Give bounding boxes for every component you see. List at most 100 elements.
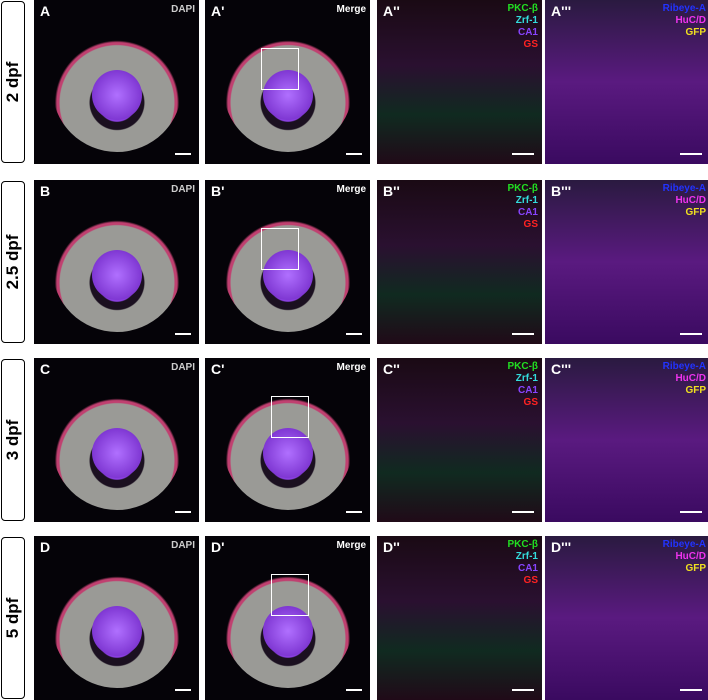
scale-bar bbox=[346, 333, 362, 335]
micrograph-panel: A'' PKC-β Zrf-1 CA1 GS bbox=[377, 0, 542, 164]
scale-bar bbox=[680, 511, 702, 513]
scale-bar bbox=[512, 689, 534, 691]
channel-tag: Merge bbox=[336, 184, 366, 195]
channel-tag: Merge bbox=[336, 540, 366, 551]
channel-legend: Ribeye-A HuC/D GFP bbox=[663, 183, 706, 219]
panel-label: D bbox=[40, 539, 51, 555]
channel-tag: Merge bbox=[336, 362, 366, 373]
channel-legend: PKC-β Zrf-1 CA1 GS bbox=[507, 183, 538, 231]
legend-entry: GS bbox=[523, 397, 538, 408]
row-label-A: 2 dpf bbox=[1, 1, 25, 163]
micrograph-panel: B DAPI bbox=[34, 180, 199, 344]
panel-label: C'' bbox=[383, 361, 400, 377]
stage-label: 2 dpf bbox=[3, 61, 22, 103]
legend-entry: HuC/D bbox=[675, 15, 706, 26]
scale-bar bbox=[680, 153, 702, 155]
panel-label: D' bbox=[211, 539, 225, 555]
micrograph-panel: B''' Ribeye-A HuC/D GFP bbox=[545, 180, 708, 344]
panel-label: C''' bbox=[551, 361, 572, 377]
scale-bar bbox=[680, 333, 702, 335]
legend-entry: CA1 bbox=[517, 563, 538, 574]
channel-legend: Ribeye-A HuC/D GFP bbox=[663, 3, 706, 39]
lens-image bbox=[263, 250, 313, 300]
legend-entry: Zrf-1 bbox=[515, 15, 538, 26]
panel-label: A''' bbox=[551, 3, 572, 19]
legend-entry: PKC-β bbox=[507, 3, 538, 14]
panel-label: B bbox=[40, 183, 51, 199]
micrograph-panel: D' Merge bbox=[205, 536, 370, 700]
panel-label: A bbox=[40, 3, 51, 19]
row-label-D: 5 dpf bbox=[1, 537, 25, 699]
legend-entry: Zrf-1 bbox=[515, 373, 538, 384]
lens-image bbox=[92, 606, 142, 656]
micrograph-panel: A' Merge bbox=[205, 0, 370, 164]
panel-label: B' bbox=[211, 183, 225, 199]
micrograph-panel: D DAPI bbox=[34, 536, 199, 700]
legend-entry: CA1 bbox=[517, 27, 538, 38]
legend-entry: GS bbox=[523, 575, 538, 586]
micrograph-panel: C' Merge bbox=[205, 358, 370, 522]
micrograph-panel: D''' Ribeye-A HuC/D GFP bbox=[545, 536, 708, 700]
channel-legend: PKC-β Zrf-1 CA1 GS bbox=[507, 539, 538, 587]
panel-label: C' bbox=[211, 361, 225, 377]
legend-entry: PKC-β bbox=[507, 361, 538, 372]
micrograph-panel: C'' PKC-β Zrf-1 CA1 GS bbox=[377, 358, 542, 522]
lens-image bbox=[263, 70, 313, 120]
legend-entry: Ribeye-A bbox=[662, 539, 706, 550]
scale-bar bbox=[512, 153, 534, 155]
row-label-C: 3 dpf bbox=[1, 359, 25, 521]
legend-entry: Ribeye-A bbox=[662, 183, 706, 194]
lens-image bbox=[92, 70, 142, 120]
micrograph-panel: B' Merge bbox=[205, 180, 370, 344]
legend-entry: GFP bbox=[685, 563, 706, 574]
inset-box bbox=[271, 396, 309, 438]
inset-box bbox=[271, 574, 309, 616]
stage-label: 2.5 dpf bbox=[3, 234, 22, 290]
legend-entry: CA1 bbox=[517, 207, 538, 218]
scale-bar bbox=[346, 689, 362, 691]
panel-label: D'' bbox=[383, 539, 400, 555]
channel-tag: DAPI bbox=[171, 540, 195, 551]
scale-bar bbox=[175, 511, 191, 513]
stage-label: 3 dpf bbox=[3, 419, 22, 461]
legend-entry: GS bbox=[523, 39, 538, 50]
panel-label: C bbox=[40, 361, 51, 377]
micrograph-panel: A''' Ribeye-A HuC/D GFP bbox=[545, 0, 708, 164]
scale-bar bbox=[175, 153, 191, 155]
scale-bar bbox=[680, 689, 702, 691]
panel-label: D''' bbox=[551, 539, 572, 555]
lens-image bbox=[92, 428, 142, 478]
legend-entry: GFP bbox=[685, 385, 706, 396]
lens-image bbox=[92, 250, 142, 300]
channel-legend: Ribeye-A HuC/D GFP bbox=[663, 361, 706, 397]
row-label-B: 2.5 dpf bbox=[1, 181, 25, 343]
legend-entry: HuC/D bbox=[675, 373, 706, 384]
stage-label: 5 dpf bbox=[3, 597, 22, 639]
legend-entry: Ribeye-A bbox=[662, 3, 706, 14]
panel-label: A'' bbox=[383, 3, 400, 19]
micrograph-panel: D'' PKC-β Zrf-1 CA1 GS bbox=[377, 536, 542, 700]
scale-bar bbox=[346, 511, 362, 513]
scale-bar bbox=[512, 333, 534, 335]
legend-entry: GS bbox=[523, 219, 538, 230]
scale-bar bbox=[512, 511, 534, 513]
scale-bar bbox=[175, 689, 191, 691]
legend-entry: CA1 bbox=[517, 385, 538, 396]
scale-bar bbox=[175, 333, 191, 335]
legend-entry: HuC/D bbox=[675, 551, 706, 562]
legend-entry: Zrf-1 bbox=[515, 551, 538, 562]
legend-entry: PKC-β bbox=[507, 539, 538, 550]
scale-bar bbox=[346, 153, 362, 155]
channel-tag: DAPI bbox=[171, 4, 195, 15]
micrograph-panel: A DAPI bbox=[34, 0, 199, 164]
channel-tag: DAPI bbox=[171, 184, 195, 195]
legend-entry: PKC-β bbox=[507, 183, 538, 194]
legend-entry: Zrf-1 bbox=[515, 195, 538, 206]
micrograph-panel: B'' PKC-β Zrf-1 CA1 GS bbox=[377, 180, 542, 344]
panel-label: A' bbox=[211, 3, 225, 19]
inset-box bbox=[261, 48, 299, 90]
channel-legend: PKC-β Zrf-1 CA1 GS bbox=[507, 3, 538, 51]
micrograph-panel: C DAPI bbox=[34, 358, 199, 522]
channel-legend: PKC-β Zrf-1 CA1 GS bbox=[507, 361, 538, 409]
channel-tag: Merge bbox=[336, 4, 366, 15]
